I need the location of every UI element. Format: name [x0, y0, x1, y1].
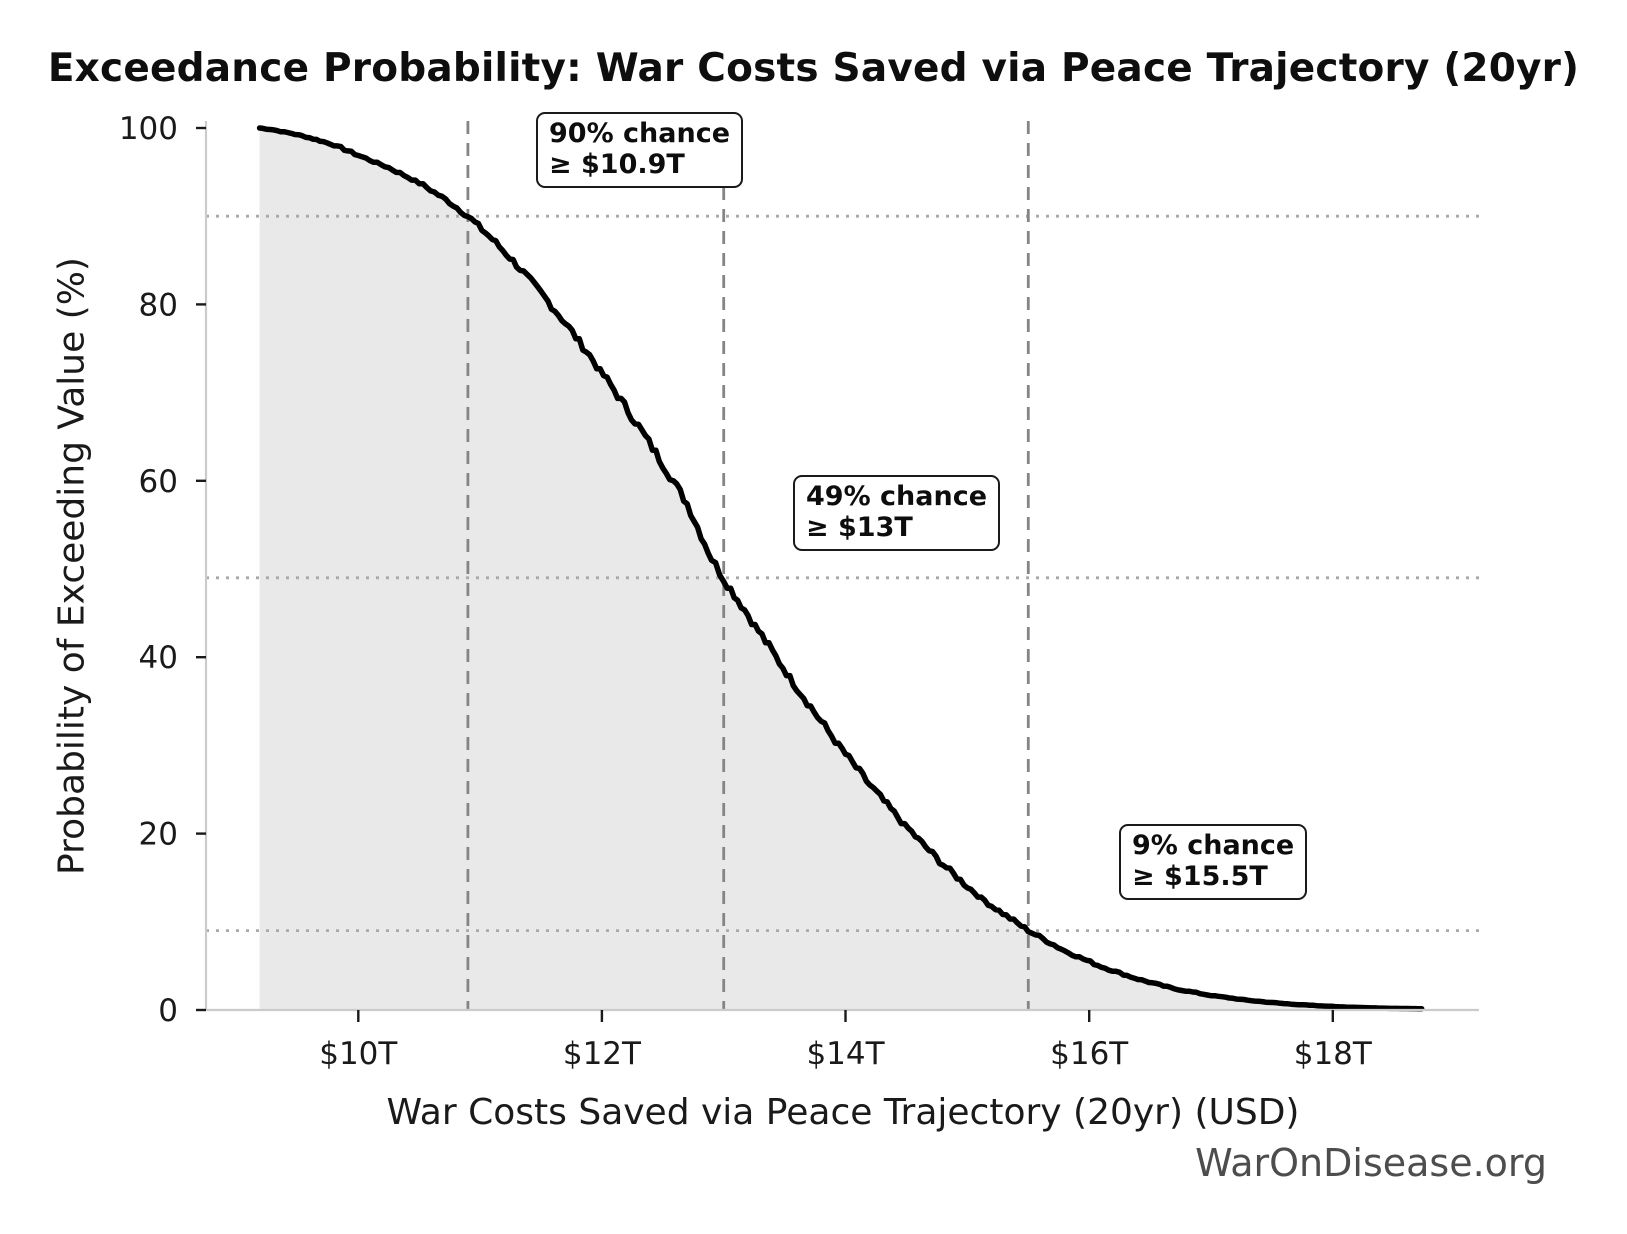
annotation-49pct-line1: 49% chance [806, 481, 988, 512]
x-tick-label: $18T [1294, 1036, 1373, 1072]
annotation-9pct-line1: 9% chance [1132, 830, 1295, 861]
y-tick-label: 40 [139, 640, 178, 676]
annotation-9pct-box: 9% chance ≥ $15.5T [1119, 824, 1308, 900]
y-tick-label: 100 [119, 111, 178, 147]
x-tick-label: $16T [1050, 1036, 1129, 1072]
y-tick-label: 60 [139, 464, 178, 500]
annotation-49pct-box: 49% chance ≥ $13T [793, 475, 1001, 551]
y-axis-label: Probability of Exceeding Value (%) [51, 257, 93, 875]
watermark: WarOnDisease.org [1195, 1141, 1547, 1185]
annotation-49pct-line2: ≥ $13T [806, 512, 913, 543]
curve-fill-area [259, 128, 1422, 1009]
y-tick-label: 80 [139, 287, 178, 323]
chart-title: Exceedance Probability: War Costs Saved … [47, 46, 1580, 91]
annotation-90pct-box: 90% chance ≥ $10.9T [536, 112, 744, 188]
annotation-9pct-line2: ≥ $15.5T [1132, 861, 1268, 892]
x-tick-label: $10T [319, 1036, 398, 1072]
x-tick-label: $14T [806, 1036, 885, 1072]
y-tick-label: 0 [158, 993, 178, 1029]
x-axis-label: War Costs Saved via Peace Trajectory (20… [386, 1092, 1300, 1133]
y-tick-label: 20 [139, 817, 178, 853]
x-tick-label: $12T [563, 1036, 642, 1072]
exceedance-curve [256, 125, 1425, 1012]
annotation-90pct-line1: 90% chance [549, 118, 731, 149]
annotation-90pct-line2: ≥ $10.9T [549, 149, 685, 180]
